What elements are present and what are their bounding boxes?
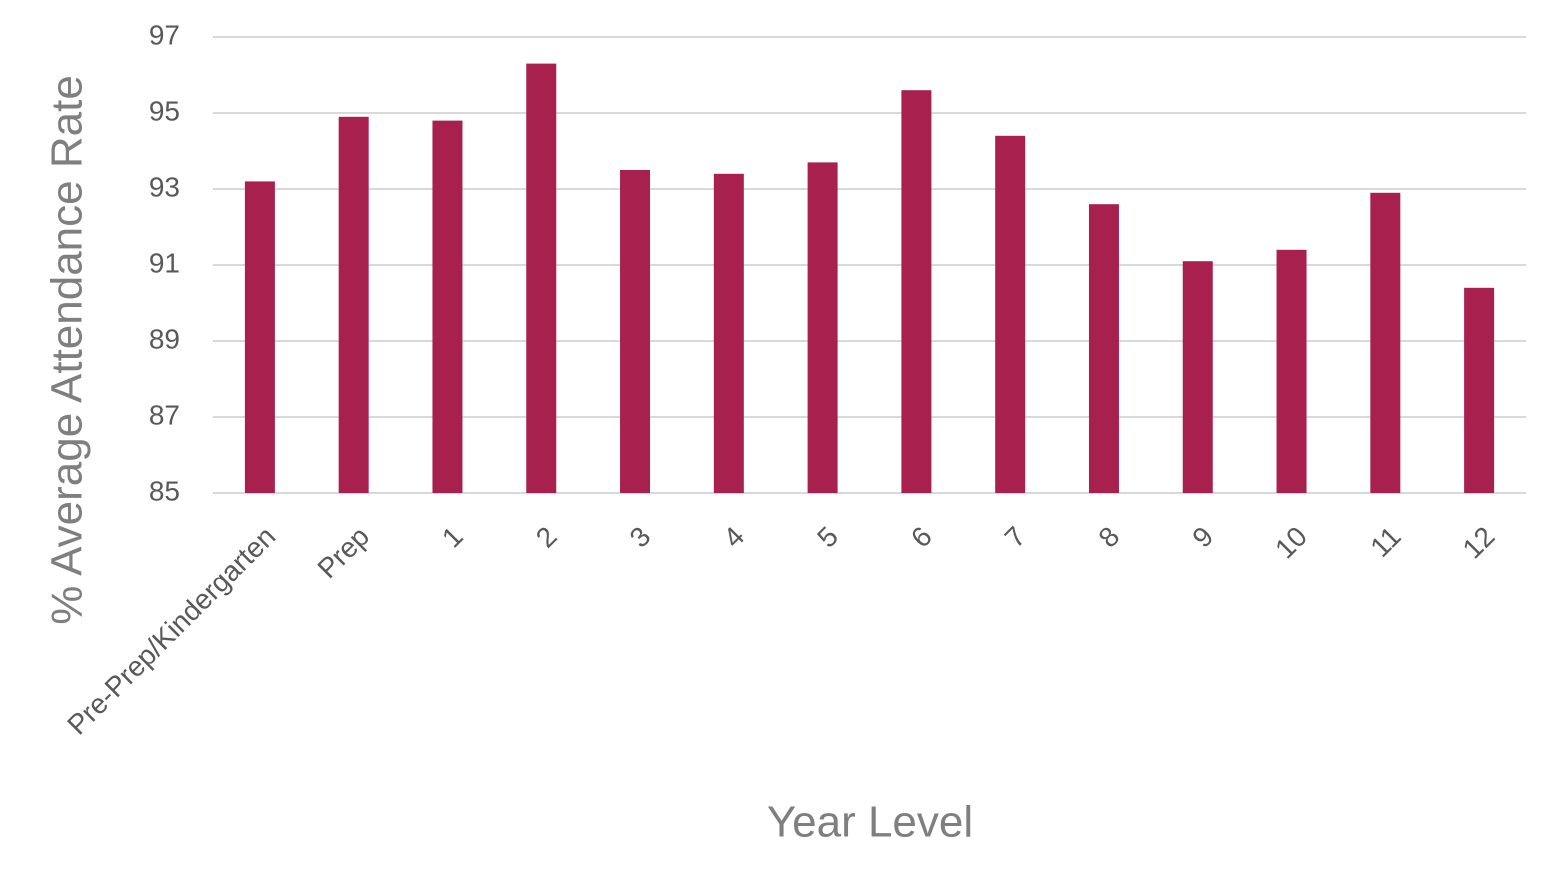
bar	[620, 170, 651, 493]
x-tick-label: 6	[905, 521, 938, 554]
x-tick-label: 4	[717, 521, 750, 554]
x-tick-label: 7	[999, 521, 1032, 554]
bar	[713, 173, 744, 494]
y-tick-label: 91	[149, 247, 180, 278]
bar	[338, 116, 369, 494]
bar	[526, 63, 557, 493]
bar	[1088, 204, 1119, 493]
bar	[1276, 249, 1307, 493]
bar	[1370, 192, 1401, 494]
bar	[901, 90, 932, 493]
x-tick-label: 12	[1457, 521, 1501, 565]
x-tick-label: 9	[1186, 521, 1219, 554]
y-axis-title: % Average Attendance Rate	[43, 75, 92, 625]
x-tick-label: Prep	[311, 521, 375, 585]
y-tick-label: 87	[149, 399, 180, 430]
bar	[244, 181, 275, 493]
x-tick-label: 2	[530, 521, 563, 554]
y-tick-label: 93	[149, 171, 180, 202]
y-tick-label: 85	[149, 475, 180, 506]
x-axis-title: Year Level	[767, 798, 973, 847]
x-tick-label: 11	[1364, 521, 1406, 563]
bar	[995, 135, 1026, 494]
x-tick-label: 8	[1092, 521, 1125, 554]
bar	[807, 162, 838, 493]
x-tick-label: 5	[811, 521, 844, 554]
x-tick-label: 10	[1269, 521, 1313, 565]
y-tick-label: 89	[149, 323, 180, 354]
bar	[1464, 287, 1495, 493]
x-tick-label: 1	[436, 521, 469, 554]
x-tick-label: 3	[624, 521, 657, 554]
x-tick-label: Pre-Prep/Kindergarten	[61, 521, 281, 741]
y-tick-label: 95	[149, 95, 180, 126]
bar	[432, 120, 463, 493]
bar	[1182, 261, 1213, 493]
y-tick-label: 97	[149, 19, 180, 50]
